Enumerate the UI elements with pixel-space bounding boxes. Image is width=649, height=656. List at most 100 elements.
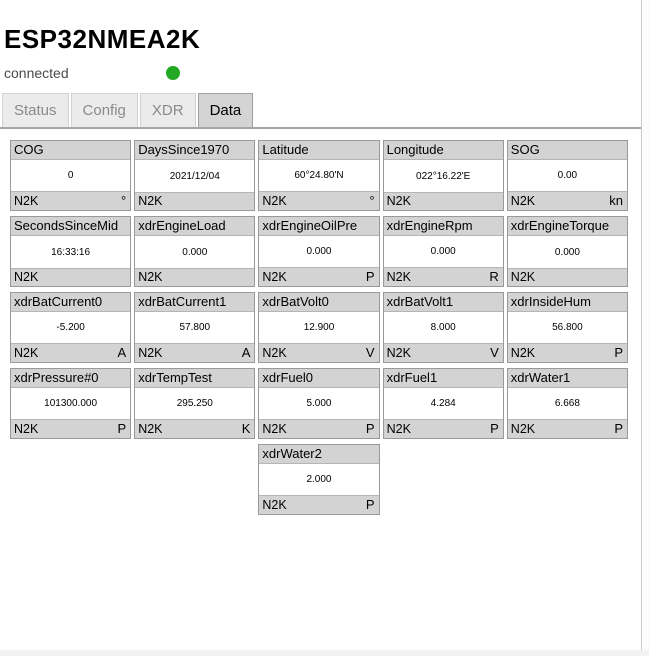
data-card: DaysSince1970 2021/12/04 N2K	[134, 140, 256, 211]
data-card: Latitude 60°24.80'N N2K °	[258, 140, 380, 211]
data-card: xdrEngineTorque 0.000 N2K	[506, 216, 628, 287]
card-unit: P	[614, 345, 623, 360]
vertical-scrollbar[interactable]	[641, 0, 649, 650]
card-title: SecondsSinceMid	[11, 217, 131, 236]
card-footer: N2K °	[259, 191, 379, 210]
card-title: xdrBatCurrent1	[135, 293, 255, 312]
card-value: 0.000	[182, 246, 208, 258]
card-title: xdrEngineOilPre	[259, 217, 379, 236]
card-value: 57.800	[179, 322, 211, 333]
card-footer: N2K A	[135, 343, 255, 362]
card-source: N2K	[262, 346, 287, 360]
card-unit: P	[365, 269, 375, 284]
card-unit: P	[614, 421, 623, 436]
card-title: xdrPressure#0	[11, 369, 131, 388]
card-footer: N2K P	[11, 419, 131, 438]
card-footer: N2K P	[507, 343, 627, 362]
tab-data[interactable]: Data	[197, 93, 254, 127]
card-source: N2K	[14, 194, 39, 208]
horizontal-scrollbar[interactable]	[0, 650, 649, 656]
card-value: 56.800	[552, 322, 583, 333]
card-unit: °	[120, 193, 127, 208]
data-card: xdrBatVolt1 8.000 N2K V	[382, 292, 504, 363]
card-title: COG	[11, 141, 131, 160]
card-unit: °	[369, 193, 375, 208]
data-card-grid: COG 0 N2K ° DaysSince1970 2021/12/04 N2K…	[10, 140, 628, 515]
card-footer: N2K	[135, 192, 255, 210]
card-value: 295.250	[176, 398, 213, 409]
card-source: N2K	[138, 346, 163, 360]
card-footer: N2K P	[507, 419, 627, 438]
data-card: xdrBatCurrent0 -5.200 N2K A	[10, 292, 132, 363]
card-value: 0.000	[554, 246, 580, 258]
card-value: 8.000	[430, 322, 456, 333]
card-source: N2K	[510, 346, 536, 360]
card-unit: P	[490, 421, 499, 436]
card-source: N2K	[14, 270, 39, 284]
card-source: N2K	[386, 270, 411, 284]
data-card: xdrBatCurrent1 57.800 N2K A	[134, 292, 256, 363]
data-card: SOG 0.00 N2K kn	[506, 140, 628, 211]
card-footer: N2K A	[11, 343, 131, 362]
card-source: N2K	[386, 346, 411, 360]
connection-status-label: connected	[4, 65, 69, 81]
card-title: SOG	[507, 141, 627, 160]
data-card: xdrPressure#0 101300.000 N2K P	[10, 368, 132, 439]
card-source: N2K	[510, 270, 536, 284]
card-unit: R	[489, 269, 499, 284]
card-footer: N2K	[507, 268, 627, 286]
card-unit: P	[117, 421, 127, 436]
connection-status-dot-icon	[166, 66, 180, 80]
data-card: xdrWater1 6.668 N2K P	[506, 368, 628, 439]
tab-status[interactable]: Status	[2, 93, 69, 127]
tab-xdr[interactable]: XDR	[139, 93, 196, 127]
card-title: xdrWater1	[507, 369, 627, 388]
card-title: xdrInsideHum	[507, 293, 627, 312]
card-title: Longitude	[383, 141, 503, 160]
card-source: N2K	[262, 270, 287, 284]
card-unit: P	[365, 497, 375, 512]
data-card: xdrWater2 2.000 N2K P	[258, 444, 380, 515]
card-source: N2K	[386, 422, 411, 436]
card-value: 0.000	[306, 246, 332, 257]
card-footer: N2K R	[383, 267, 503, 286]
card-source: N2K	[262, 194, 287, 208]
card-footer: N2K P	[259, 267, 379, 286]
data-card: xdrEngineLoad 0.000 N2K	[134, 216, 256, 287]
card-source: N2K	[510, 422, 536, 436]
tab-bar: Status Config XDR Data	[0, 93, 649, 129]
card-unit: K	[241, 421, 251, 436]
card-source: N2K	[138, 270, 163, 284]
card-value: 0.00	[557, 170, 578, 181]
card-title: xdrBatVolt1	[383, 293, 503, 312]
card-value: 16:33:16	[51, 246, 91, 258]
card-value: 6.668	[554, 398, 580, 409]
card-value: 2.000	[306, 474, 332, 485]
card-value: 4.284	[430, 398, 456, 409]
card-title: xdrEngineTorque	[507, 217, 627, 236]
card-footer: N2K	[11, 268, 131, 286]
card-title: xdrWater2	[259, 445, 379, 464]
card-value: 0	[67, 170, 74, 181]
card-title: xdrFuel1	[383, 369, 503, 388]
card-footer: N2K °	[11, 191, 131, 210]
card-footer: N2K P	[259, 419, 379, 438]
card-value: -5.200	[56, 322, 85, 333]
card-footer: N2K K	[135, 419, 255, 438]
card-value: 101300.000	[44, 398, 98, 409]
card-source: N2K	[510, 194, 536, 208]
card-value: 60°24.80'N	[294, 170, 344, 181]
card-title: xdrFuel0	[259, 369, 379, 388]
card-title: xdrEngineLoad	[135, 217, 255, 236]
card-footer: N2K V	[383, 343, 503, 362]
card-value: 12.900	[303, 322, 335, 333]
card-value: 2021/12/04	[169, 170, 220, 182]
card-footer: N2K	[135, 268, 255, 286]
data-card: xdrEngineOilPre 0.000 N2K P	[258, 216, 380, 287]
card-footer: N2K	[383, 192, 503, 210]
tab-config[interactable]: Config	[70, 93, 138, 127]
card-unit: A	[241, 345, 251, 360]
card-source: N2K	[138, 422, 163, 436]
data-card: COG 0 N2K °	[10, 140, 132, 211]
card-title: xdrBatVolt0	[259, 293, 379, 312]
